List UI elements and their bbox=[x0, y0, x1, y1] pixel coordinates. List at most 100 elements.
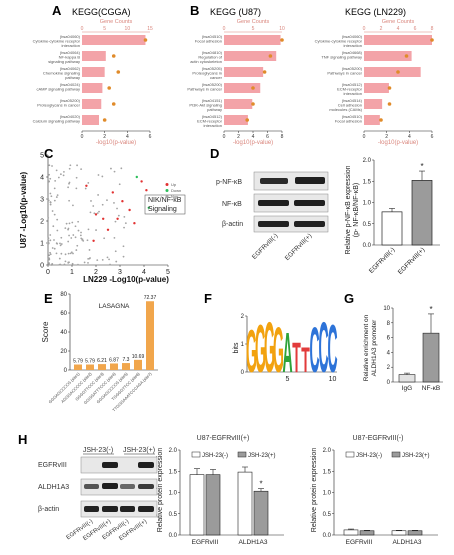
kegg-bar bbox=[364, 83, 389, 93]
kegg-term-label: cAMP signaling pathway bbox=[36, 87, 80, 92]
scatter-point-non bbox=[77, 229, 80, 232]
motif-letter: C bbox=[309, 314, 319, 386]
scatter-point-non bbox=[48, 164, 51, 167]
kegg-term-id: (hsa04151) bbox=[202, 98, 223, 103]
blot-d-band bbox=[260, 178, 288, 184]
legend-up-marker bbox=[165, 183, 169, 186]
chart-g-bar bbox=[422, 332, 440, 383]
scatter-point-non bbox=[117, 214, 120, 217]
kegg-bar bbox=[364, 99, 383, 109]
gene-count-dot bbox=[116, 70, 121, 74]
scatter-point-non bbox=[77, 263, 79, 266]
scatter-point-down bbox=[135, 175, 138, 179]
blot-d-strip-nfkb bbox=[253, 193, 329, 213]
scatter-x-tick-label: 0 bbox=[46, 269, 50, 276]
panel-h-label: H bbox=[18, 432, 27, 447]
scatter-point-non bbox=[96, 259, 99, 262]
panel-g-label: G bbox=[344, 291, 354, 306]
scatter-point-non bbox=[67, 252, 70, 255]
kegg-term-label: interaction bbox=[344, 43, 362, 48]
blot-h-band bbox=[138, 484, 154, 489]
chart-d-x-label: EGFRvIII(+) bbox=[397, 246, 427, 276]
chart-h-legend-swatch bbox=[391, 451, 401, 458]
panel-c-label: C bbox=[44, 146, 54, 161]
scatter-point-non bbox=[118, 183, 121, 186]
kegg-bar bbox=[224, 115, 248, 125]
panel-b-u87-title: KEGG (U87) bbox=[210, 7, 261, 17]
scatter-point-non bbox=[84, 187, 87, 190]
lasagna-bar bbox=[122, 363, 130, 370]
gene-count-dot bbox=[143, 38, 148, 42]
scatter-point-non bbox=[47, 197, 49, 200]
chart-h1-bars: 0.0 0.5 1.0 1.5 2.0 JSH-23(-) JSH-23(+) EGFRvII… bbox=[169, 448, 284, 546]
scatter-point-non bbox=[63, 263, 66, 266]
kegg-term-label: Pathways in cancer bbox=[187, 87, 222, 92]
kegg-tick-label: 6 bbox=[431, 134, 434, 140]
chart-h-x-label: ALDH1A3 bbox=[393, 539, 422, 546]
scatter-point-non bbox=[50, 264, 53, 266]
scatter-point-non bbox=[74, 225, 77, 228]
scatter-point-non bbox=[83, 261, 86, 264]
kegg-bar bbox=[82, 67, 105, 77]
kegg-term-label: Chemokine signaling bbox=[43, 71, 80, 76]
scatter-point-up bbox=[94, 213, 98, 216]
kegg-term-id: (hsa04810) bbox=[202, 50, 223, 55]
kegg-tick-label: 0 bbox=[81, 134, 84, 140]
panel-d-label: D bbox=[210, 146, 219, 161]
scatter-point-non bbox=[47, 199, 50, 202]
blot-h-band bbox=[84, 506, 99, 512]
scatter-point-non bbox=[113, 170, 116, 173]
lasagna-y-tick-label: 40 bbox=[60, 330, 67, 336]
gene-count-dot bbox=[387, 102, 392, 106]
scatter-point-non bbox=[115, 260, 118, 263]
blot-h-strip-egfr bbox=[80, 456, 158, 474]
scatter-point-non bbox=[48, 254, 51, 257]
kegg-bar bbox=[224, 99, 253, 109]
chart-d-y-tick-label: 0.0 bbox=[363, 243, 372, 249]
chart-h-y-tick-label: 0.0 bbox=[169, 533, 178, 539]
chart-d-bars: 0.0 0.5 1.0 1.5 2.0 EGFRvIII(-) EGFRvIII(+) * bbox=[363, 158, 440, 276]
kegg-bar bbox=[224, 51, 277, 61]
gene-count-tick: 4 bbox=[397, 26, 400, 32]
chart-d-ylabel-line2: (p- NF-κB/NF-κB) bbox=[353, 183, 360, 237]
kegg-term-label: Pathways in cancer bbox=[327, 71, 362, 76]
chart-h-legend-label: JSH-23(-) bbox=[356, 453, 382, 459]
scatter-point-non bbox=[63, 170, 65, 173]
scatter-point-non bbox=[69, 164, 72, 167]
kegg-term-id: (hsa04064) bbox=[60, 50, 81, 55]
scatter-y-tick-label: 3 bbox=[40, 197, 44, 204]
blot-d-strip-actin bbox=[253, 215, 329, 233]
motif-y-tick-label: 2 bbox=[241, 314, 245, 320]
scatter-point-up bbox=[92, 239, 95, 242]
scatter-point-non bbox=[75, 187, 78, 190]
scatter-point-non bbox=[51, 210, 54, 212]
panel-a-title: KEGG(CGGA) bbox=[72, 7, 131, 17]
motif-ylabel: bits bbox=[233, 342, 240, 353]
chart-h-bar bbox=[253, 490, 269, 536]
kegg-term-id: (hsa04514) bbox=[342, 98, 363, 103]
scatter-point-non bbox=[49, 192, 52, 195]
scatter-point-non bbox=[101, 258, 104, 261]
kegg-term-id: (hsa04668) bbox=[342, 50, 363, 55]
scatter-point-non bbox=[97, 194, 100, 196]
gene-count-dot bbox=[262, 70, 267, 74]
chart-g-x-label: NF-κB bbox=[422, 385, 440, 392]
kegg-tick-label: 0 bbox=[223, 134, 226, 140]
legend-down-marker bbox=[165, 189, 169, 192]
kegg-term-label: cancer bbox=[210, 75, 223, 80]
blot-h-band bbox=[102, 506, 118, 512]
gene-count-tick: 0 bbox=[81, 26, 84, 32]
nfkb-annotation-line1: NIK/NF-κB bbox=[148, 197, 182, 204]
scatter-point-non bbox=[76, 244, 79, 247]
kegg-term-id: (hsa04060) bbox=[60, 34, 81, 39]
blot-h-strip-aldh bbox=[80, 478, 158, 496]
scatter-point-non bbox=[92, 205, 95, 207]
lasagna-value-label: 5.79 bbox=[85, 358, 95, 364]
nfkb-annotation-box bbox=[144, 194, 186, 215]
kegg-term-label: Cytokine-cytokine receptor bbox=[315, 39, 363, 44]
motif-y-tick-label: 0 bbox=[241, 370, 245, 376]
lasagna-y-tick-label: 60 bbox=[60, 311, 67, 317]
scatter-point-non bbox=[67, 261, 70, 264]
scatter-legend-up: Up bbox=[171, 182, 177, 187]
scatter-point-non bbox=[72, 204, 74, 207]
